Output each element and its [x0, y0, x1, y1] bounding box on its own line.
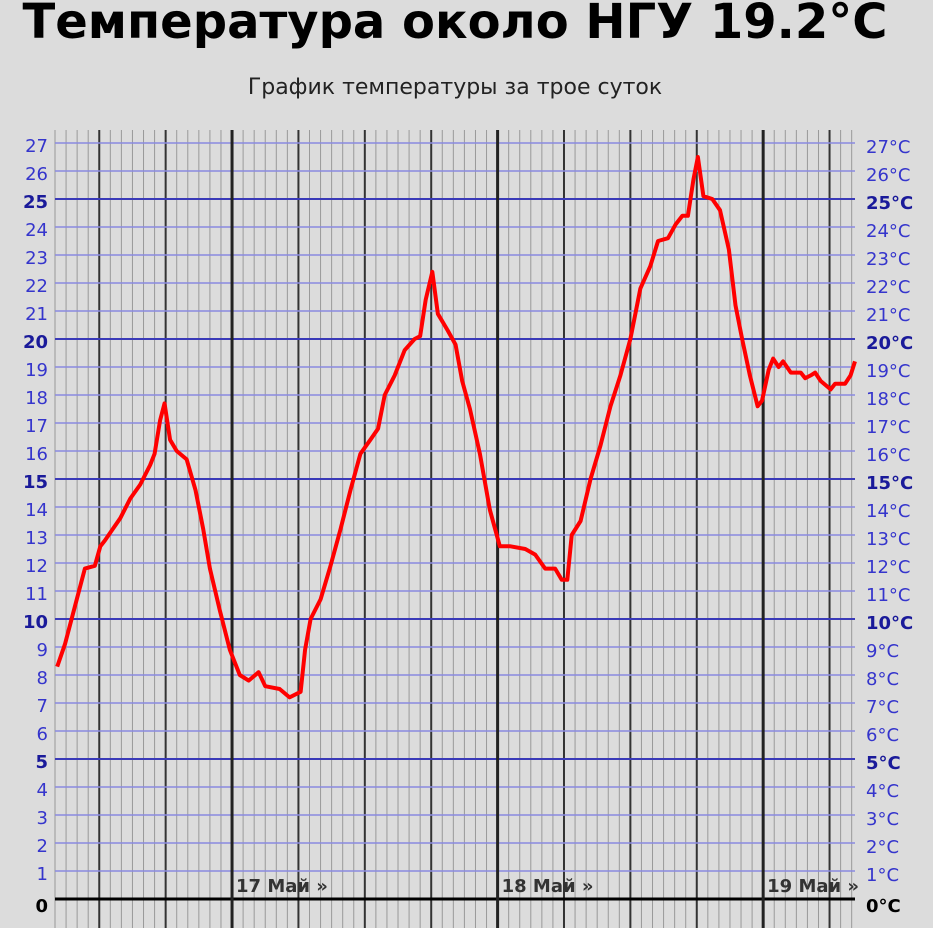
y-tick-label: 12	[25, 556, 48, 577]
y-tick-label: 26	[25, 164, 48, 185]
y2-tick-label: 15°C	[866, 473, 913, 494]
y-tick-label: 3	[37, 808, 48, 829]
y-tick-label: 2	[37, 836, 48, 857]
y2-tick-label: 22°C	[866, 277, 910, 298]
y2-tick-label: 27°C	[866, 137, 910, 158]
grid	[54, 130, 855, 928]
y-tick-label: 14	[25, 500, 48, 521]
x-tick-label: 18 Май »	[502, 876, 594, 897]
y-tick-label: 27	[25, 136, 48, 157]
y-tick-label: 0	[35, 896, 48, 917]
y-tick-label: 6	[37, 724, 48, 745]
y2-tick-label: 5°C	[866, 753, 901, 774]
y-tick-label: 9	[37, 640, 48, 661]
y2-tick-label: 9°C	[866, 641, 899, 662]
y-tick-label: 24	[25, 220, 48, 241]
y2-tick-label: 3°C	[866, 809, 899, 830]
y-tick-label: 1	[37, 864, 48, 885]
y-tick-label: 15	[23, 472, 48, 493]
y-tick-label: 23	[25, 248, 48, 269]
y2-tick-label: 7°C	[866, 697, 899, 718]
y-tick-label: 25	[23, 192, 48, 213]
y2-tick-label: 23°C	[866, 249, 910, 270]
y-tick-label: 22	[25, 276, 48, 297]
y2-tick-label: 4°C	[866, 781, 899, 802]
y-tick-label: 4	[37, 780, 48, 801]
y-tick-label: 8	[37, 668, 48, 689]
x-tick-label: 19 Май »	[767, 876, 859, 897]
y-tick-label: 7	[37, 696, 48, 717]
y2-tick-label: 6°C	[866, 725, 899, 746]
plot	[55, 155, 857, 700]
y-tick-label: 21	[25, 304, 48, 325]
chart-subtitle: График температуры за трое суток	[248, 75, 662, 100]
y2-tick-label: 24°C	[866, 221, 910, 242]
y-tick-label: 17	[25, 416, 48, 437]
y2-tick-label: 12°C	[866, 557, 910, 578]
y-tick-label: 13	[25, 528, 48, 549]
y2-tick-label: 25°C	[866, 193, 913, 214]
y2-tick-label: 16°C	[866, 445, 910, 466]
y-tick-label: 19	[25, 360, 48, 381]
y2-tick-label: 14°C	[866, 501, 910, 522]
x-tick-label: 17 Май »	[236, 876, 328, 897]
temperature-line	[55, 155, 857, 700]
y2-tick-label: 19°C	[866, 361, 910, 382]
y2-tick-label: 18°C	[866, 389, 910, 410]
y2-tick-label: 17°C	[866, 417, 910, 438]
y2-tick-label: 11°C	[866, 585, 910, 606]
y-tick-label: 5	[35, 752, 48, 773]
y2-tick-label: 13°C	[866, 529, 910, 550]
y2-tick-label: 8°C	[866, 669, 899, 690]
y2-tick-label: 0°C	[866, 896, 901, 917]
y2-tick-label: 21°C	[866, 305, 910, 326]
y-tick-label: 11	[25, 584, 48, 605]
y2-tick-label: 2°C	[866, 837, 899, 858]
y-tick-label: 10	[23, 612, 48, 633]
y2-tick-label: 1°C	[866, 865, 899, 886]
y2-tick-label: 10°C	[866, 613, 913, 634]
y-tick-label: 16	[25, 444, 48, 465]
y-tick-label: 18	[25, 388, 48, 409]
chart-title: Температура около НГУ 19.2°C	[22, 0, 887, 50]
y2-tick-label: 26°C	[866, 165, 910, 186]
y-tick-label: 20	[23, 332, 48, 353]
y2-tick-label: 20°C	[866, 333, 913, 354]
